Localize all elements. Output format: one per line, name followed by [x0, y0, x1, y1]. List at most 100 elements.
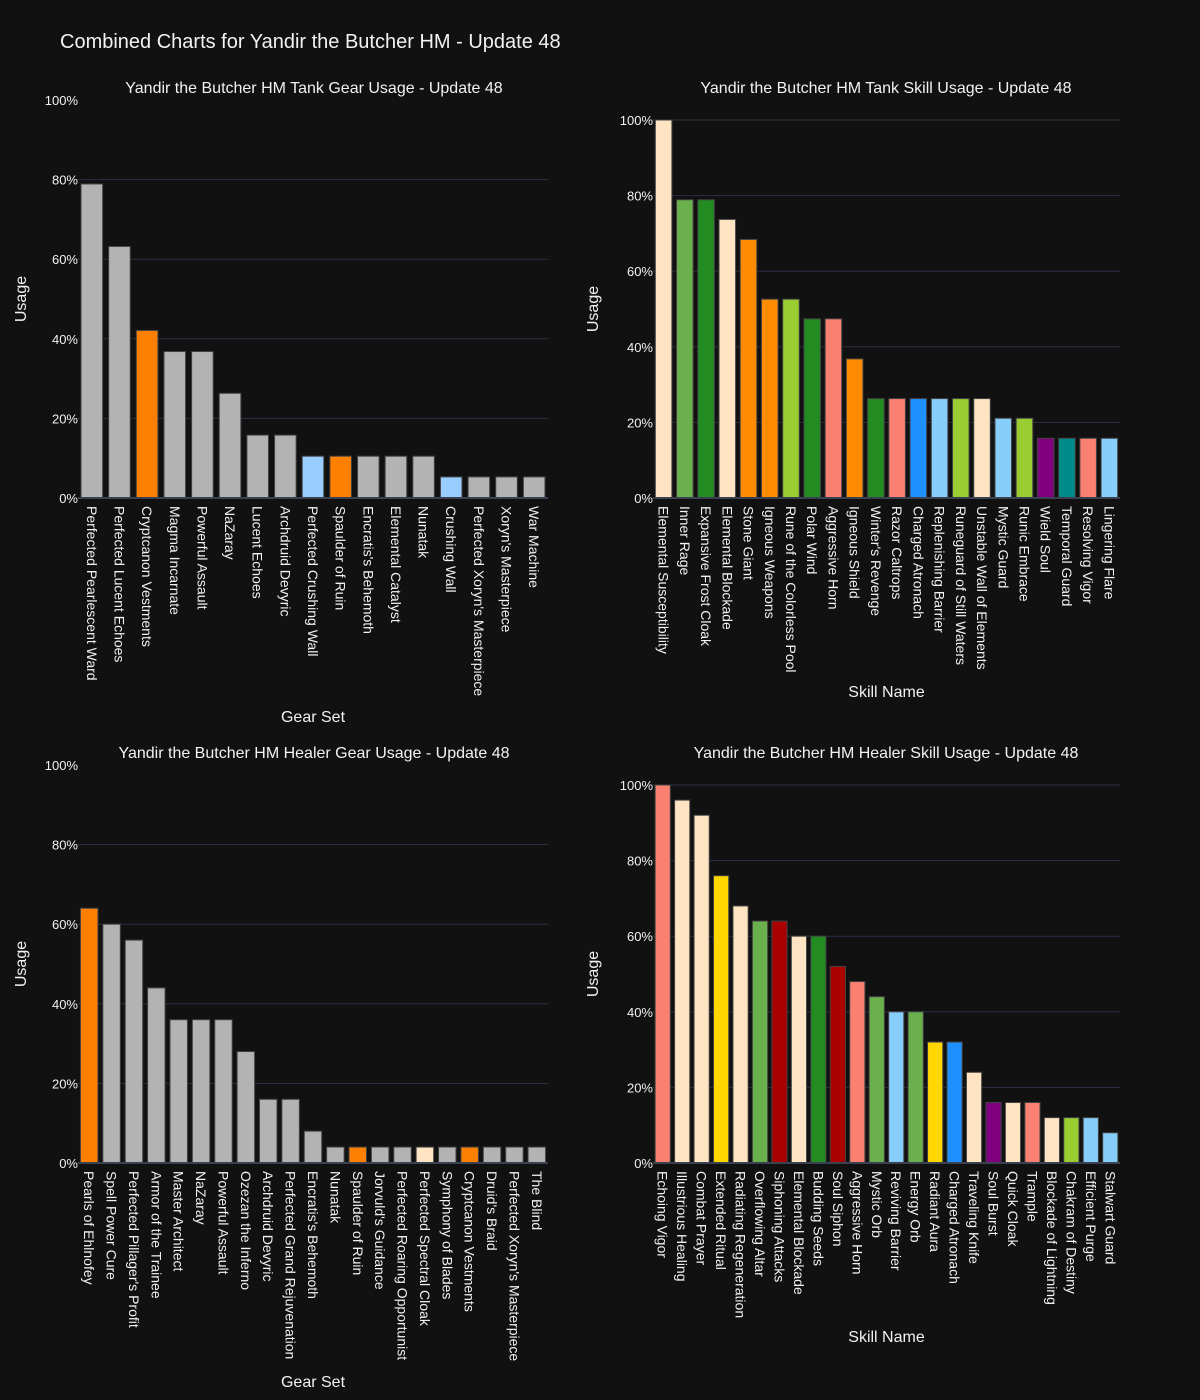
bar [994, 417, 1013, 499]
x-tick-label: Runic Embrace [1016, 506, 1032, 602]
x-tick-label: Spell Power Cure [104, 1171, 120, 1280]
y-axis-title: Usage [13, 941, 30, 987]
bar [384, 455, 408, 499]
bar [467, 476, 491, 499]
bar [329, 455, 352, 499]
y-tick-label: 0% [634, 1156, 653, 1171]
x-tick-label: Mystic Orb [869, 1171, 885, 1238]
bar [482, 1146, 502, 1164]
bar [985, 1102, 1002, 1164]
y-tick-label: 80% [52, 173, 78, 188]
x-tick-label: Perfected Xoryn's Masterpiece [471, 506, 487, 696]
bar [218, 392, 242, 499]
y-tick-label: 100% [45, 758, 79, 773]
x-tick-label: Perfected Crushing Wall [305, 506, 321, 656]
bar [412, 455, 435, 499]
bar [259, 1098, 278, 1164]
x-tick-label: Spaulder of Ruin [350, 1171, 366, 1275]
x-axis-title: Gear Set [281, 709, 346, 726]
bar [505, 1146, 524, 1164]
bar [1079, 437, 1097, 499]
x-tick-label: Spaulder of Ruin [333, 506, 349, 610]
chart-title: Yandir the Butcher HM Healer Gear Usage … [118, 745, 509, 762]
x-tick-label: Powerful Assault [215, 1171, 231, 1275]
chart-title: Yandir the Butcher HM Tank Skill Usage -… [700, 80, 1071, 97]
bar [1043, 1117, 1060, 1164]
x-tick-label: Perfected Spectral Cloak [417, 1171, 433, 1327]
bar [301, 455, 325, 499]
bar [867, 398, 885, 499]
bar [845, 358, 864, 499]
bar [124, 939, 144, 1164]
x-tick-label: Replenishing Barrier [932, 506, 948, 633]
bar [965, 1071, 983, 1164]
x-axis-title: Skill Name [848, 1329, 925, 1346]
x-tick-label: Charged Atronach [910, 506, 926, 619]
x-tick-label: Inner Rage [677, 506, 693, 575]
y-axis-title: Usage [585, 951, 602, 997]
bar [907, 1011, 924, 1164]
x-tick-label: Overflowing Altar [752, 1171, 768, 1277]
bar [438, 1146, 457, 1164]
bar [654, 119, 673, 499]
x-tick-label: Pearls of Ehlnofey [81, 1171, 97, 1285]
bar [927, 1041, 944, 1164]
bar [1082, 1117, 1099, 1164]
x-tick-label: Chakram of Destiny [1063, 1171, 1079, 1294]
y-tick-label: 60% [627, 264, 653, 279]
x-tick-label: NaZaray [193, 1171, 209, 1225]
y-tick-label: 20% [627, 415, 653, 430]
bar [790, 935, 808, 1164]
bar [739, 238, 758, 499]
chart-title: Yandir the Butcher HM Tank Gear Usage - … [125, 80, 502, 97]
x-tick-label: Nunatak [416, 506, 432, 559]
x-tick-label: Perfected Pearlescent Ward [84, 506, 100, 681]
y-tick-label: 60% [52, 252, 78, 267]
x-tick-label: Runeguard of Still Waters [953, 506, 969, 665]
x-tick-label: Aggressive Horn [825, 506, 841, 610]
bar [80, 183, 104, 499]
bar [1004, 1102, 1022, 1164]
bar [1015, 417, 1034, 499]
x-tick-label: Aggressive Horn [849, 1171, 865, 1275]
bar [522, 476, 546, 499]
bar [214, 1019, 233, 1164]
bar [169, 1019, 188, 1164]
x-axis-title: Skill Name [848, 684, 925, 701]
x-tick-label: Razor Caltrops [889, 506, 905, 599]
y-tick-label: 100% [45, 93, 79, 108]
bar [782, 298, 800, 499]
y-tick-label: 40% [627, 340, 653, 355]
x-tick-label: Perfected Lucent Echoes [111, 506, 127, 662]
x-tick-label: Energy Orb [908, 1171, 924, 1243]
y-tick-label: 20% [52, 411, 78, 426]
x-tick-label: Soul Siphon [830, 1171, 846, 1247]
bar [163, 351, 187, 499]
bar [952, 398, 970, 499]
x-tick-label: Druid's Braid [484, 1171, 500, 1251]
x-tick-label: Rune of the Colorless Pool [783, 506, 799, 673]
bar [147, 987, 166, 1164]
bar [281, 1098, 300, 1164]
x-tick-label: Mystic Guard [995, 506, 1011, 588]
bar [326, 1146, 345, 1164]
x-tick-label: Perfected Grand Rejuvenation [283, 1171, 299, 1359]
x-tick-label: Jorvuld's Guidance [372, 1171, 388, 1290]
bar [415, 1146, 435, 1164]
x-tick-label: Polar Wind [804, 506, 820, 574]
bar [888, 398, 906, 499]
x-tick-label: Nunatak [327, 1171, 343, 1224]
bar [1102, 1132, 1119, 1164]
y-tick-label: 0% [59, 1156, 78, 1171]
y-tick-label: 80% [627, 189, 653, 204]
x-tick-label: Elemental Blockade [791, 1171, 807, 1295]
bar [676, 199, 694, 499]
chart-healer-skill: Yandir the Butcher HM Healer Skill Usage… [585, 745, 1120, 1346]
x-tick-label: Master Architect [171, 1171, 187, 1271]
y-tick-label: 80% [627, 854, 653, 869]
bar [191, 1019, 211, 1164]
bar [1058, 437, 1076, 499]
x-tick-label: Lingering Flare [1101, 506, 1117, 600]
x-axis-title: Gear Set [281, 1374, 346, 1391]
